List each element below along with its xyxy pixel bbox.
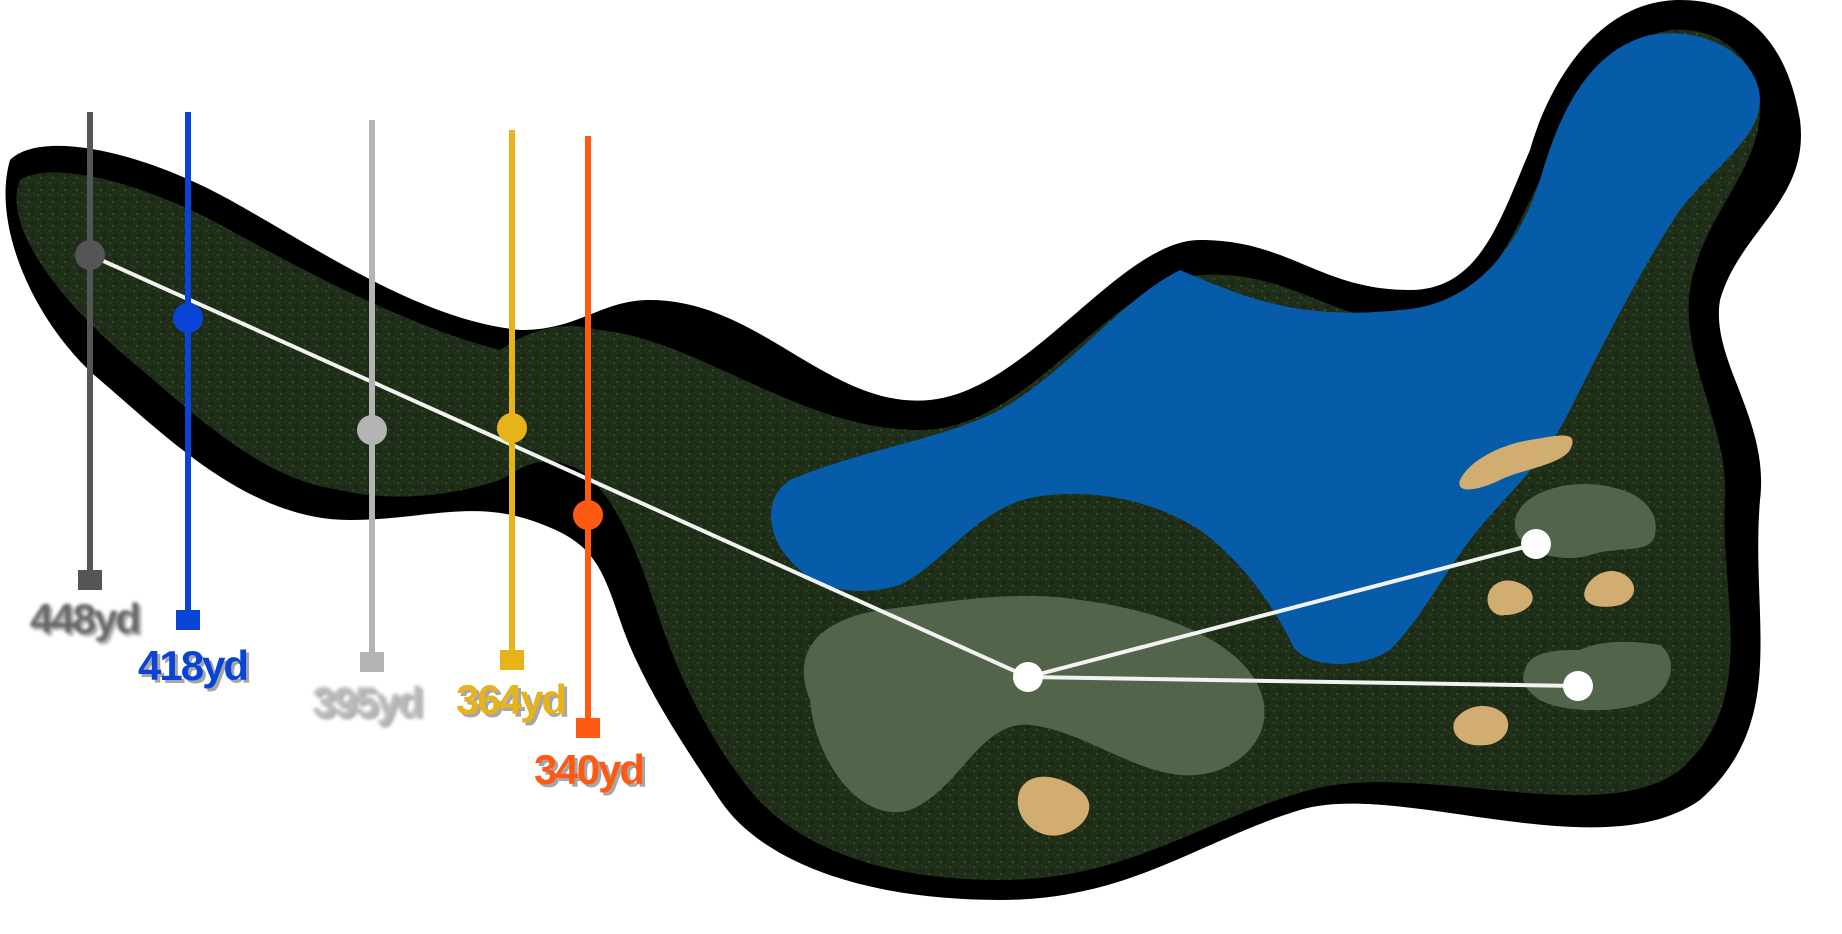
tee-marker-orange-base — [576, 718, 600, 738]
target-points — [1013, 529, 1593, 701]
distance-label-blue: 418yd — [138, 642, 249, 689]
tee-marker-blue-base — [176, 610, 200, 630]
tee-markers — [75, 112, 603, 738]
target-point-landing — [1013, 662, 1043, 692]
green-lower — [1523, 641, 1671, 711]
tee-marker-gold-dot — [497, 413, 527, 443]
sand-bunker-icon — [1017, 435, 1635, 836]
tee-marker-gold-base — [500, 650, 524, 670]
tee-marker-silver — [357, 120, 387, 672]
tee-marker-blue-dot — [173, 303, 203, 333]
target-point-lower-green — [1563, 671, 1593, 701]
tee-marker-black-dot — [75, 240, 105, 270]
distance-label-silver: 395yd — [312, 678, 423, 725]
tee-marker-orange — [573, 136, 603, 738]
tee-marker-orange-dot — [573, 500, 603, 530]
target-point-upper-green — [1521, 529, 1551, 559]
distance-label-orange: 340yd — [534, 746, 645, 793]
tee-marker-silver-dot — [357, 415, 387, 445]
tee-marker-black — [75, 112, 105, 590]
route-lines — [88, 253, 1580, 688]
distance-label-black: 448yd — [30, 595, 141, 642]
fairway-main — [803, 595, 1265, 813]
distance-label-gold: 364yd — [456, 676, 567, 723]
tee-marker-black-base — [78, 570, 102, 590]
tee-marker-silver-base — [360, 652, 384, 672]
water-hazard-icon — [771, 33, 1760, 664]
tee-marker-gold — [497, 130, 527, 670]
tee-marker-blue — [173, 112, 203, 630]
